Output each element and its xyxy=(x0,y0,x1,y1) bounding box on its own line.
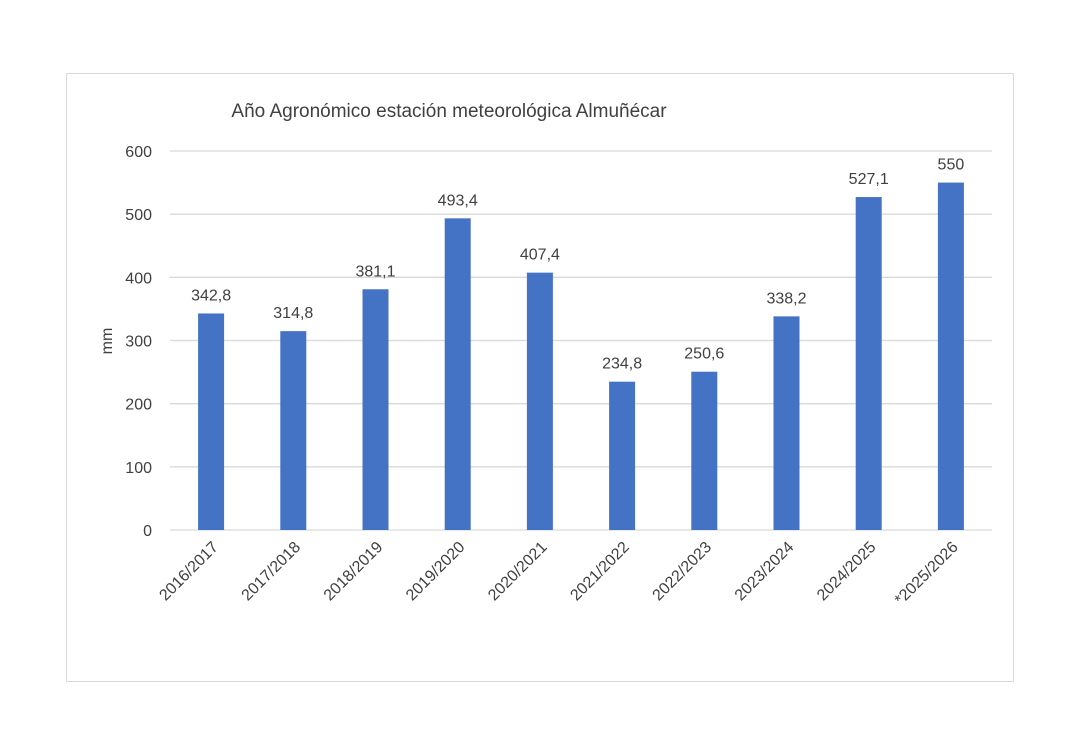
data-labels: 342,8 314,8 381,1 493,4 407,4 234,8 250,6 338,2… xyxy=(191,157,964,373)
data-label: 234,8 xyxy=(602,356,642,373)
y-tick-label: 400 xyxy=(125,270,152,287)
x-tick-label: 2018/2019 xyxy=(321,539,387,605)
data-label: 381,1 xyxy=(355,263,395,280)
data-label: 250,6 xyxy=(684,346,724,363)
x-tick-label: 2019/2020 xyxy=(403,539,469,605)
data-label: 527,1 xyxy=(849,171,889,188)
bar xyxy=(937,182,964,531)
y-axis-title: mm xyxy=(99,328,116,355)
data-label: 493,4 xyxy=(438,192,478,209)
x-tick-label: 2022/2023 xyxy=(650,539,716,605)
chart-title: Año Agronómico estación meteorológica Al… xyxy=(231,101,667,122)
gridlines xyxy=(170,150,992,531)
y-tick-label: 200 xyxy=(125,397,152,414)
bar xyxy=(773,316,800,530)
y-tick-label: 0 xyxy=(143,523,152,540)
bar xyxy=(280,331,307,530)
y-tick-label: 500 xyxy=(125,207,152,224)
y-tick-label: 300 xyxy=(125,334,152,351)
bar xyxy=(609,381,636,530)
x-tick-label: 2020/2021 xyxy=(485,539,551,605)
data-label: 314,8 xyxy=(273,305,313,322)
x-tick-label: 2024/2025 xyxy=(814,539,880,605)
x-tick-label: 2016/2017 xyxy=(156,539,222,605)
x-tick-label: 2021/2022 xyxy=(567,539,633,605)
x-tick-label: 2023/2024 xyxy=(732,539,798,605)
data-label: 550 xyxy=(938,157,965,174)
bars xyxy=(198,182,964,531)
y-tick-label: 100 xyxy=(125,460,152,477)
bar xyxy=(855,197,882,530)
data-label: 338,2 xyxy=(766,290,806,307)
y-tick-labels: 0 100 200 300 400 500 600 xyxy=(125,144,152,540)
bar xyxy=(198,313,225,530)
data-label: 407,4 xyxy=(520,247,560,264)
y-tick-label: 600 xyxy=(125,144,152,161)
x-tick-labels: 2016/2017 2017/2018 2018/2019 2019/2020 2020… xyxy=(156,539,961,609)
bar xyxy=(691,371,718,530)
bar xyxy=(444,218,471,530)
bar xyxy=(526,272,553,530)
x-tick-label: 2017/2018 xyxy=(239,539,305,605)
data-label: 342,8 xyxy=(191,287,231,304)
bar xyxy=(362,289,389,530)
x-tick-label: *2025/2026 xyxy=(892,539,962,609)
